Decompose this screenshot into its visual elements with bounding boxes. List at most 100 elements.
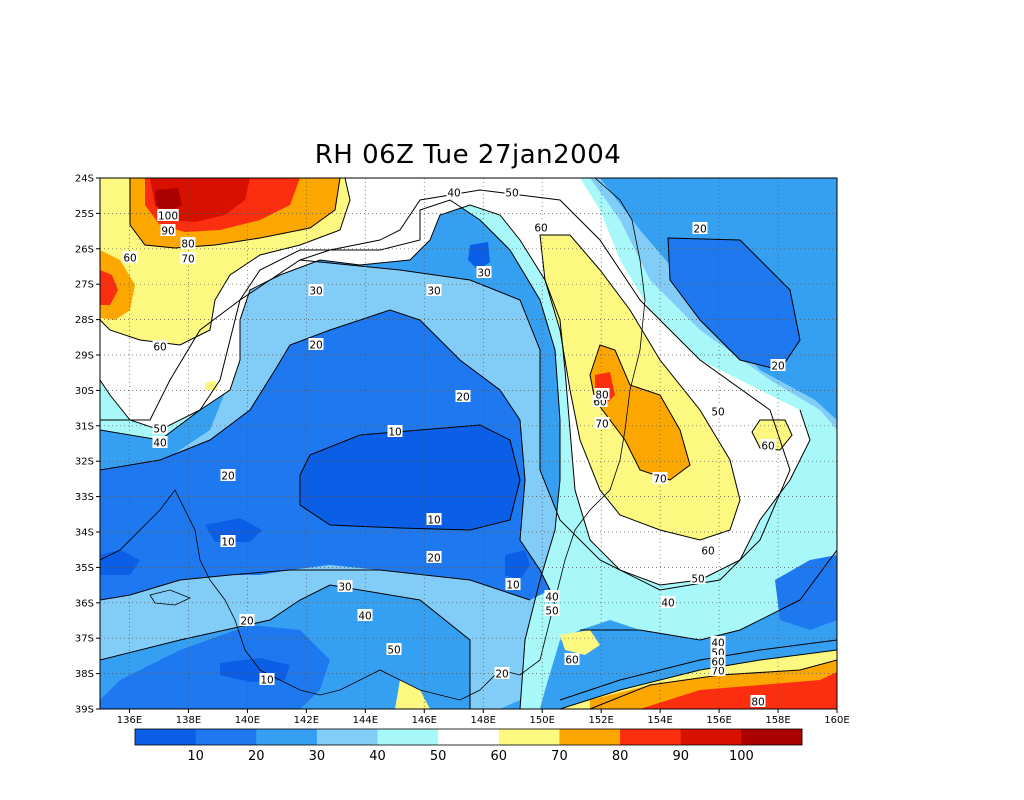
colorbar-swatch — [741, 729, 803, 745]
contour-label-bg — [544, 604, 560, 616]
contour-label-bg — [308, 284, 324, 296]
lon-tick-label: 146E — [412, 715, 437, 726]
contour-label-bg — [152, 422, 168, 434]
colorbar-label: 30 — [309, 749, 326, 764]
colorbar-swatch — [377, 729, 439, 745]
contour-label-bg — [594, 417, 610, 429]
contour-label: 60 — [153, 342, 166, 354]
contour-label-bg — [544, 590, 560, 602]
contour-label: 10 — [221, 537, 234, 549]
contour-label: 100 — [158, 211, 178, 223]
lat-tick-label: 24S — [75, 174, 94, 185]
contour-label: 50 — [711, 407, 724, 419]
contour-label: 10 — [260, 675, 273, 687]
contour-label-bg — [710, 655, 726, 667]
contour-label: 30 — [338, 582, 351, 594]
contour-label-bg — [259, 673, 275, 685]
contour-label-bg — [239, 614, 255, 626]
colorbar-label: 90 — [672, 749, 689, 764]
lat-tick-label: 31S — [75, 421, 94, 432]
contour-label-bg — [504, 186, 520, 198]
contour-labels: 1009080706060504030303020202010101010202… — [122, 186, 786, 709]
contour-label-bg — [160, 224, 176, 236]
lat-tick-label: 28S — [75, 315, 94, 326]
contour-label-bg — [660, 596, 676, 608]
colorbar-swatch — [195, 729, 257, 745]
colorbar-swatch — [498, 729, 560, 745]
contour-label-bg — [180, 252, 196, 264]
coastline — [100, 178, 646, 701]
colorbar-swatch — [256, 729, 318, 745]
contour-label: 90 — [161, 226, 174, 238]
contour-label: 80 — [181, 239, 194, 251]
contour-label: 40 — [358, 611, 371, 623]
colorbar-swatch — [680, 729, 742, 745]
contour-label: 50 — [691, 574, 704, 586]
lon-tick-label: 142E — [294, 715, 319, 726]
colorbar-label: 100 — [729, 749, 754, 764]
contour-label: 50 — [505, 188, 518, 200]
grid-lines — [100, 178, 837, 709]
contour-label: 50 — [387, 645, 400, 657]
contour-label-bg — [152, 340, 168, 352]
contour-label-bg — [564, 653, 580, 665]
colorbar-swatch — [135, 729, 197, 745]
lat-tick-label: 38S — [75, 669, 94, 680]
lon-tick-label: 152E — [588, 715, 613, 726]
lon-tick-label: 140E — [235, 715, 260, 726]
contour-label-bg — [152, 436, 168, 448]
contour-label-bg — [337, 580, 353, 592]
contour-label-bg — [710, 405, 726, 417]
colorbar-label: 80 — [612, 749, 629, 764]
contour-label-bg — [692, 222, 708, 234]
colorbar-swatch — [438, 729, 500, 745]
lat-tick-label: 36S — [75, 598, 94, 609]
plot-frame — [99, 177, 838, 710]
axis-ticks: 136E 138E 140E 142E 144E 146E 148E 150E 152E 154E… — [75, 174, 850, 727]
contour-label-bg — [533, 221, 549, 233]
lat-tick-label: 26S — [75, 244, 94, 255]
contour-label-bg — [357, 609, 373, 621]
contour-label: 50 — [545, 606, 558, 618]
lat-tick-label: 30S — [75, 386, 94, 397]
contour-label-bg — [157, 209, 179, 221]
contour-label-bg — [122, 251, 138, 263]
contour-label: 80 — [595, 390, 608, 402]
contour-label: 20 — [427, 553, 440, 565]
colorbar-label: 60 — [491, 749, 508, 764]
rh-filled-contours — [100, 178, 837, 709]
contour-label: 70 — [711, 666, 724, 678]
contour-label-bg — [760, 439, 776, 451]
contour-label: 80 — [751, 697, 764, 709]
contour-label-bg — [308, 338, 324, 350]
lon-tick-label: 156E — [706, 715, 731, 726]
contour-label-bg — [220, 469, 236, 481]
rh-fill-100-plus — [155, 188, 182, 212]
lat-tick-label: 29S — [75, 351, 94, 362]
contour-label-bg — [476, 266, 492, 278]
contour-label: 30 — [309, 286, 322, 298]
contour-label: 40 — [153, 438, 166, 450]
lon-tick-label: 160E — [824, 715, 849, 726]
colorbar-label: 50 — [430, 749, 447, 764]
colorbar-swatch — [559, 729, 621, 745]
lon-tick-label: 148E — [471, 715, 496, 726]
contour-label: 20 — [456, 392, 469, 404]
lat-tick-label: 27S — [75, 280, 94, 291]
contour-label: 60 — [701, 546, 714, 558]
contour-label: 60 — [761, 441, 774, 453]
contour-label-bg — [455, 390, 471, 402]
lat-tick-label: 32S — [75, 457, 94, 468]
contour-label-bg — [180, 237, 196, 249]
contour-label: 20 — [240, 616, 253, 628]
contour-label-bg — [710, 636, 726, 648]
contour-label: 40 — [447, 188, 460, 200]
lon-tick-label: 154E — [647, 715, 672, 726]
contour-label: 30 — [427, 286, 440, 298]
contour-label-bg — [426, 284, 442, 296]
contour-label-bg — [220, 535, 236, 547]
lon-tick-label: 138E — [176, 715, 201, 726]
colorbar-label: 20 — [248, 749, 265, 764]
contour-label-bg — [387, 425, 403, 437]
